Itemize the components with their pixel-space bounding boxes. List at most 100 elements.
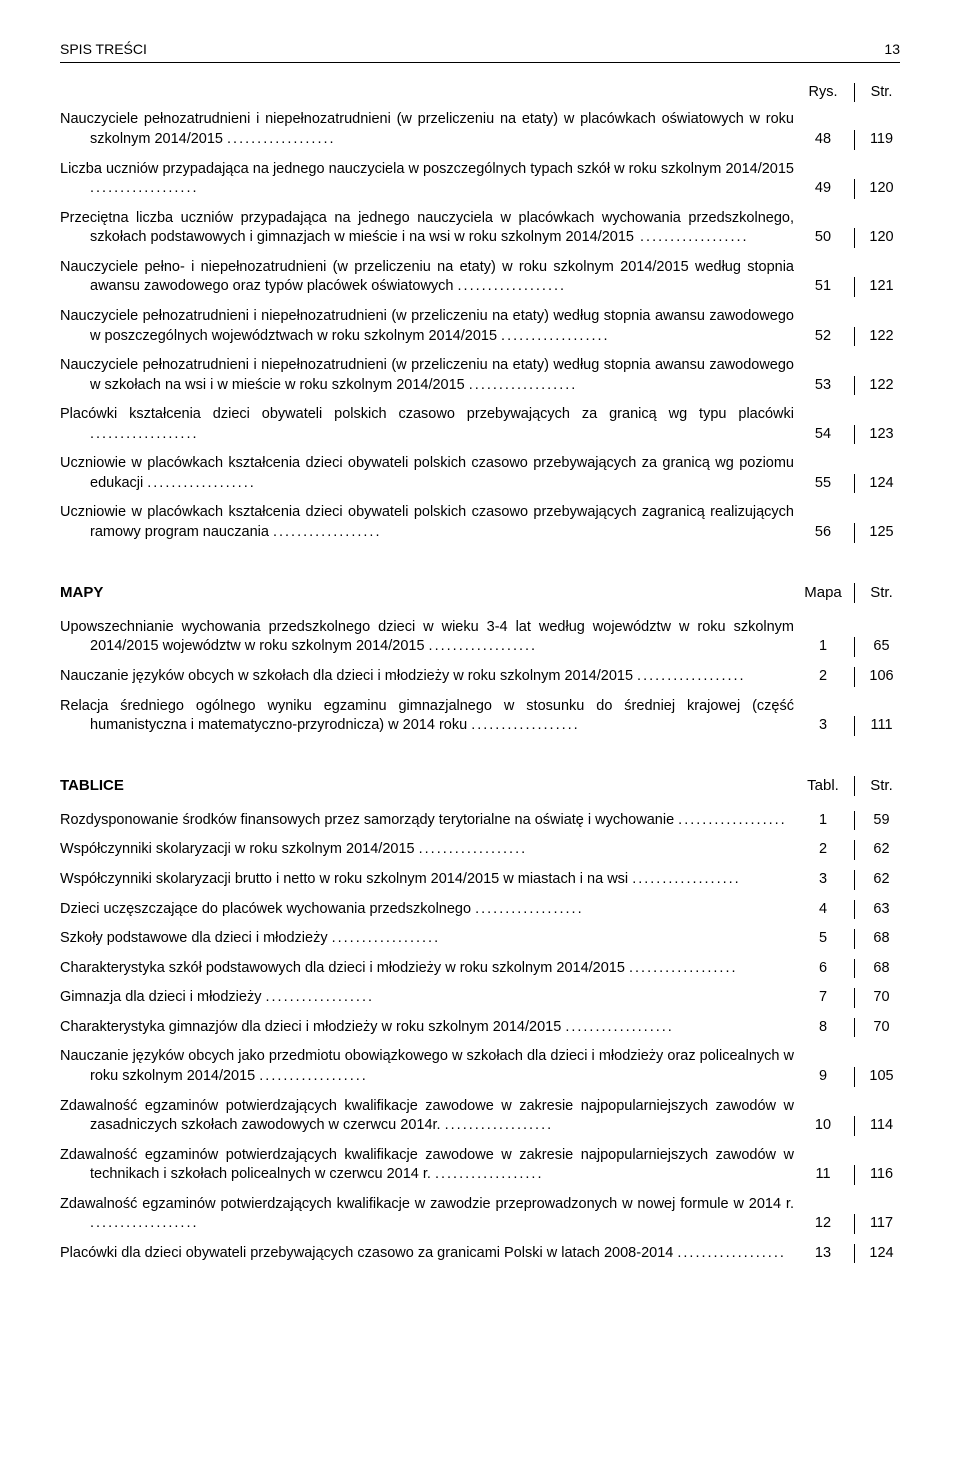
toc-col-page: 65 [855, 637, 900, 657]
toc-col-page: 116 [855, 1165, 900, 1185]
toc-row: Rozdysponowanie środków finansowych prze… [60, 811, 900, 831]
header-page-number: 13 [884, 40, 900, 59]
toc-col-page: 68 [855, 959, 900, 979]
toc-col-index: 49 [800, 179, 855, 199]
toc-col-index: 50 [800, 228, 855, 248]
toc-entry-text: Dzieci uczęszczające do placówek wychowa… [60, 900, 800, 920]
toc-column-header: Rys. Str. [60, 83, 900, 103]
toc-col-page: 123 [855, 425, 900, 445]
toc-col-index: 53 [800, 376, 855, 396]
toc-col-index: 12 [800, 1214, 855, 1234]
toc-row: Upowszechnianie wychowania przedszkolneg… [60, 618, 900, 657]
leader-dots: .................. [259, 1068, 368, 1084]
toc-col-page: 120 [855, 179, 900, 199]
leader-dots: .................. [678, 812, 787, 828]
toc-col-index: 55 [800, 474, 855, 494]
toc-col-page: 62 [855, 840, 900, 860]
toc-col-page: 70 [855, 1018, 900, 1038]
toc-row: Placówki kształcenia dzieci obywateli po… [60, 405, 900, 444]
toc-row: Nauczyciele pełnozatrudnieni i niepełnoz… [60, 307, 900, 346]
header-title: SPIS TREŚCI [60, 40, 147, 59]
toc-col-page: 124 [855, 1244, 900, 1264]
toc-col-index: 52 [800, 327, 855, 347]
toc-entry-text: Nauczyciele pełnozatrudnieni i niepełnoz… [60, 110, 800, 149]
leader-dots: .................. [227, 131, 336, 147]
leader-dots: .................. [637, 668, 746, 684]
toc-col-index: 13 [800, 1244, 855, 1264]
col-header-rys: Rys. [800, 83, 855, 103]
toc-col-index: 11 [800, 1165, 855, 1185]
leader-dots: .................. [273, 524, 382, 540]
toc-col-index: 2 [800, 840, 855, 860]
toc-col-page: 122 [855, 376, 900, 396]
toc-entry-text: Liczba uczniów przypadająca na jednego n… [60, 160, 800, 199]
col-header-str: Str. [855, 583, 900, 603]
toc-entry-text: Gimnazja dla dzieci i młodzieży ........… [60, 988, 800, 1008]
toc-col-page: 68 [855, 929, 900, 949]
leader-dots: .................. [147, 475, 256, 491]
toc-entry-text: Przeciętna liczba uczniów przypadająca n… [60, 209, 800, 248]
section-mapy: MAPY Mapa Str. [60, 583, 900, 603]
toc-col-index: 51 [800, 277, 855, 297]
col-header-str: Str. [855, 83, 900, 103]
toc-col-page: 120 [855, 228, 900, 248]
section-tablice: TABLICE Tabl. Str. [60, 776, 900, 796]
toc-col-index: 56 [800, 523, 855, 543]
toc-col-page: 59 [855, 811, 900, 831]
toc-row: Nauczanie języków obcych w szkołach dla … [60, 667, 900, 687]
leader-dots: .................. [501, 328, 610, 344]
toc-entry-text: Rozdysponowanie środków finansowych prze… [60, 811, 800, 831]
toc-row: Uczniowie w placówkach kształcenia dziec… [60, 503, 900, 542]
toc-row: Zdawalność egzaminów potwierdzających kw… [60, 1146, 900, 1185]
leader-dots: .................. [471, 717, 580, 733]
col-header-mapa: Mapa [800, 583, 855, 603]
toc-entry-text: Nauczyciele pełnozatrudnieni i niepełnoz… [60, 356, 800, 395]
leader-dots: .................. [475, 901, 584, 917]
leader-dots: .................. [435, 1166, 544, 1182]
toc-entry-text: Charakterystyka gimnazjów dla dzieci i m… [60, 1018, 800, 1038]
leader-dots: .................. [90, 426, 199, 442]
toc-col-index: 54 [800, 425, 855, 445]
toc-entry-text: Zdawalność egzaminów potwierdzających kw… [60, 1146, 800, 1185]
toc-col-page: 105 [855, 1067, 900, 1087]
leader-dots: .................. [332, 930, 441, 946]
leader-dots: .................. [445, 1117, 554, 1133]
toc-col-index: 1 [800, 637, 855, 657]
toc-row: Liczba uczniów przypadająca na jednego n… [60, 160, 900, 199]
col-header-str: Str. [855, 776, 900, 796]
toc-entry-text: Upowszechnianie wychowania przedszkolneg… [60, 618, 800, 657]
toc-col-page: 70 [855, 988, 900, 1008]
toc-col-page: 63 [855, 900, 900, 920]
toc-entry-text: Placówki kształcenia dzieci obywateli po… [60, 405, 800, 444]
toc-col-page: 125 [855, 523, 900, 543]
toc-col-page: 117 [855, 1214, 900, 1234]
toc-row: Charakterystyka gimnazjów dla dzieci i m… [60, 1018, 900, 1038]
toc-row: Uczniowie w placówkach kształcenia dziec… [60, 454, 900, 493]
toc-row: Współczynniki skolaryzacji brutto i nett… [60, 870, 900, 890]
toc-row: Przeciętna liczba uczniów przypadająca n… [60, 209, 900, 248]
leader-dots: .................. [565, 1019, 674, 1035]
toc-entry-text: Nauczanie języków obcych jako przedmiotu… [60, 1047, 800, 1086]
toc-col-index: 1 [800, 811, 855, 831]
leader-dots: .................. [469, 377, 578, 393]
toc-row: Nauczyciele pełno- i niepełnozatrudnieni… [60, 258, 900, 297]
leader-dots: .................. [629, 960, 738, 976]
toc-col-page: 111 [855, 716, 900, 736]
toc-col-index: 2 [800, 667, 855, 687]
section-title-text: MAPY [60, 583, 800, 603]
toc-row: Nauczanie języków obcych jako przedmiotu… [60, 1047, 900, 1086]
toc-row: Nauczyciele pełnozatrudnieni i niepełnoz… [60, 356, 900, 395]
toc-row: Relacja średniego ogólnego wyniku egzami… [60, 697, 900, 736]
toc-entry-text: Szkoły podstawowe dla dzieci i młodzieży… [60, 929, 800, 949]
toc-col-index: 3 [800, 716, 855, 736]
toc-row: Zdawalność egzaminów potwierdzających kw… [60, 1195, 900, 1234]
toc-col-index: 8 [800, 1018, 855, 1038]
leader-dots: .................. [90, 180, 199, 196]
toc-col-page: 119 [855, 130, 900, 150]
section-title-text: TABLICE [60, 776, 800, 796]
toc-col-index: 7 [800, 988, 855, 1008]
toc-col-index: 3 [800, 870, 855, 890]
toc-row: Szkoły podstawowe dla dzieci i młodzieży… [60, 929, 900, 949]
toc-entry-text: Współczynniki skolaryzacji w roku szkoln… [60, 840, 800, 860]
toc-entry-text: Nauczyciele pełno- i niepełnozatrudnieni… [60, 258, 800, 297]
